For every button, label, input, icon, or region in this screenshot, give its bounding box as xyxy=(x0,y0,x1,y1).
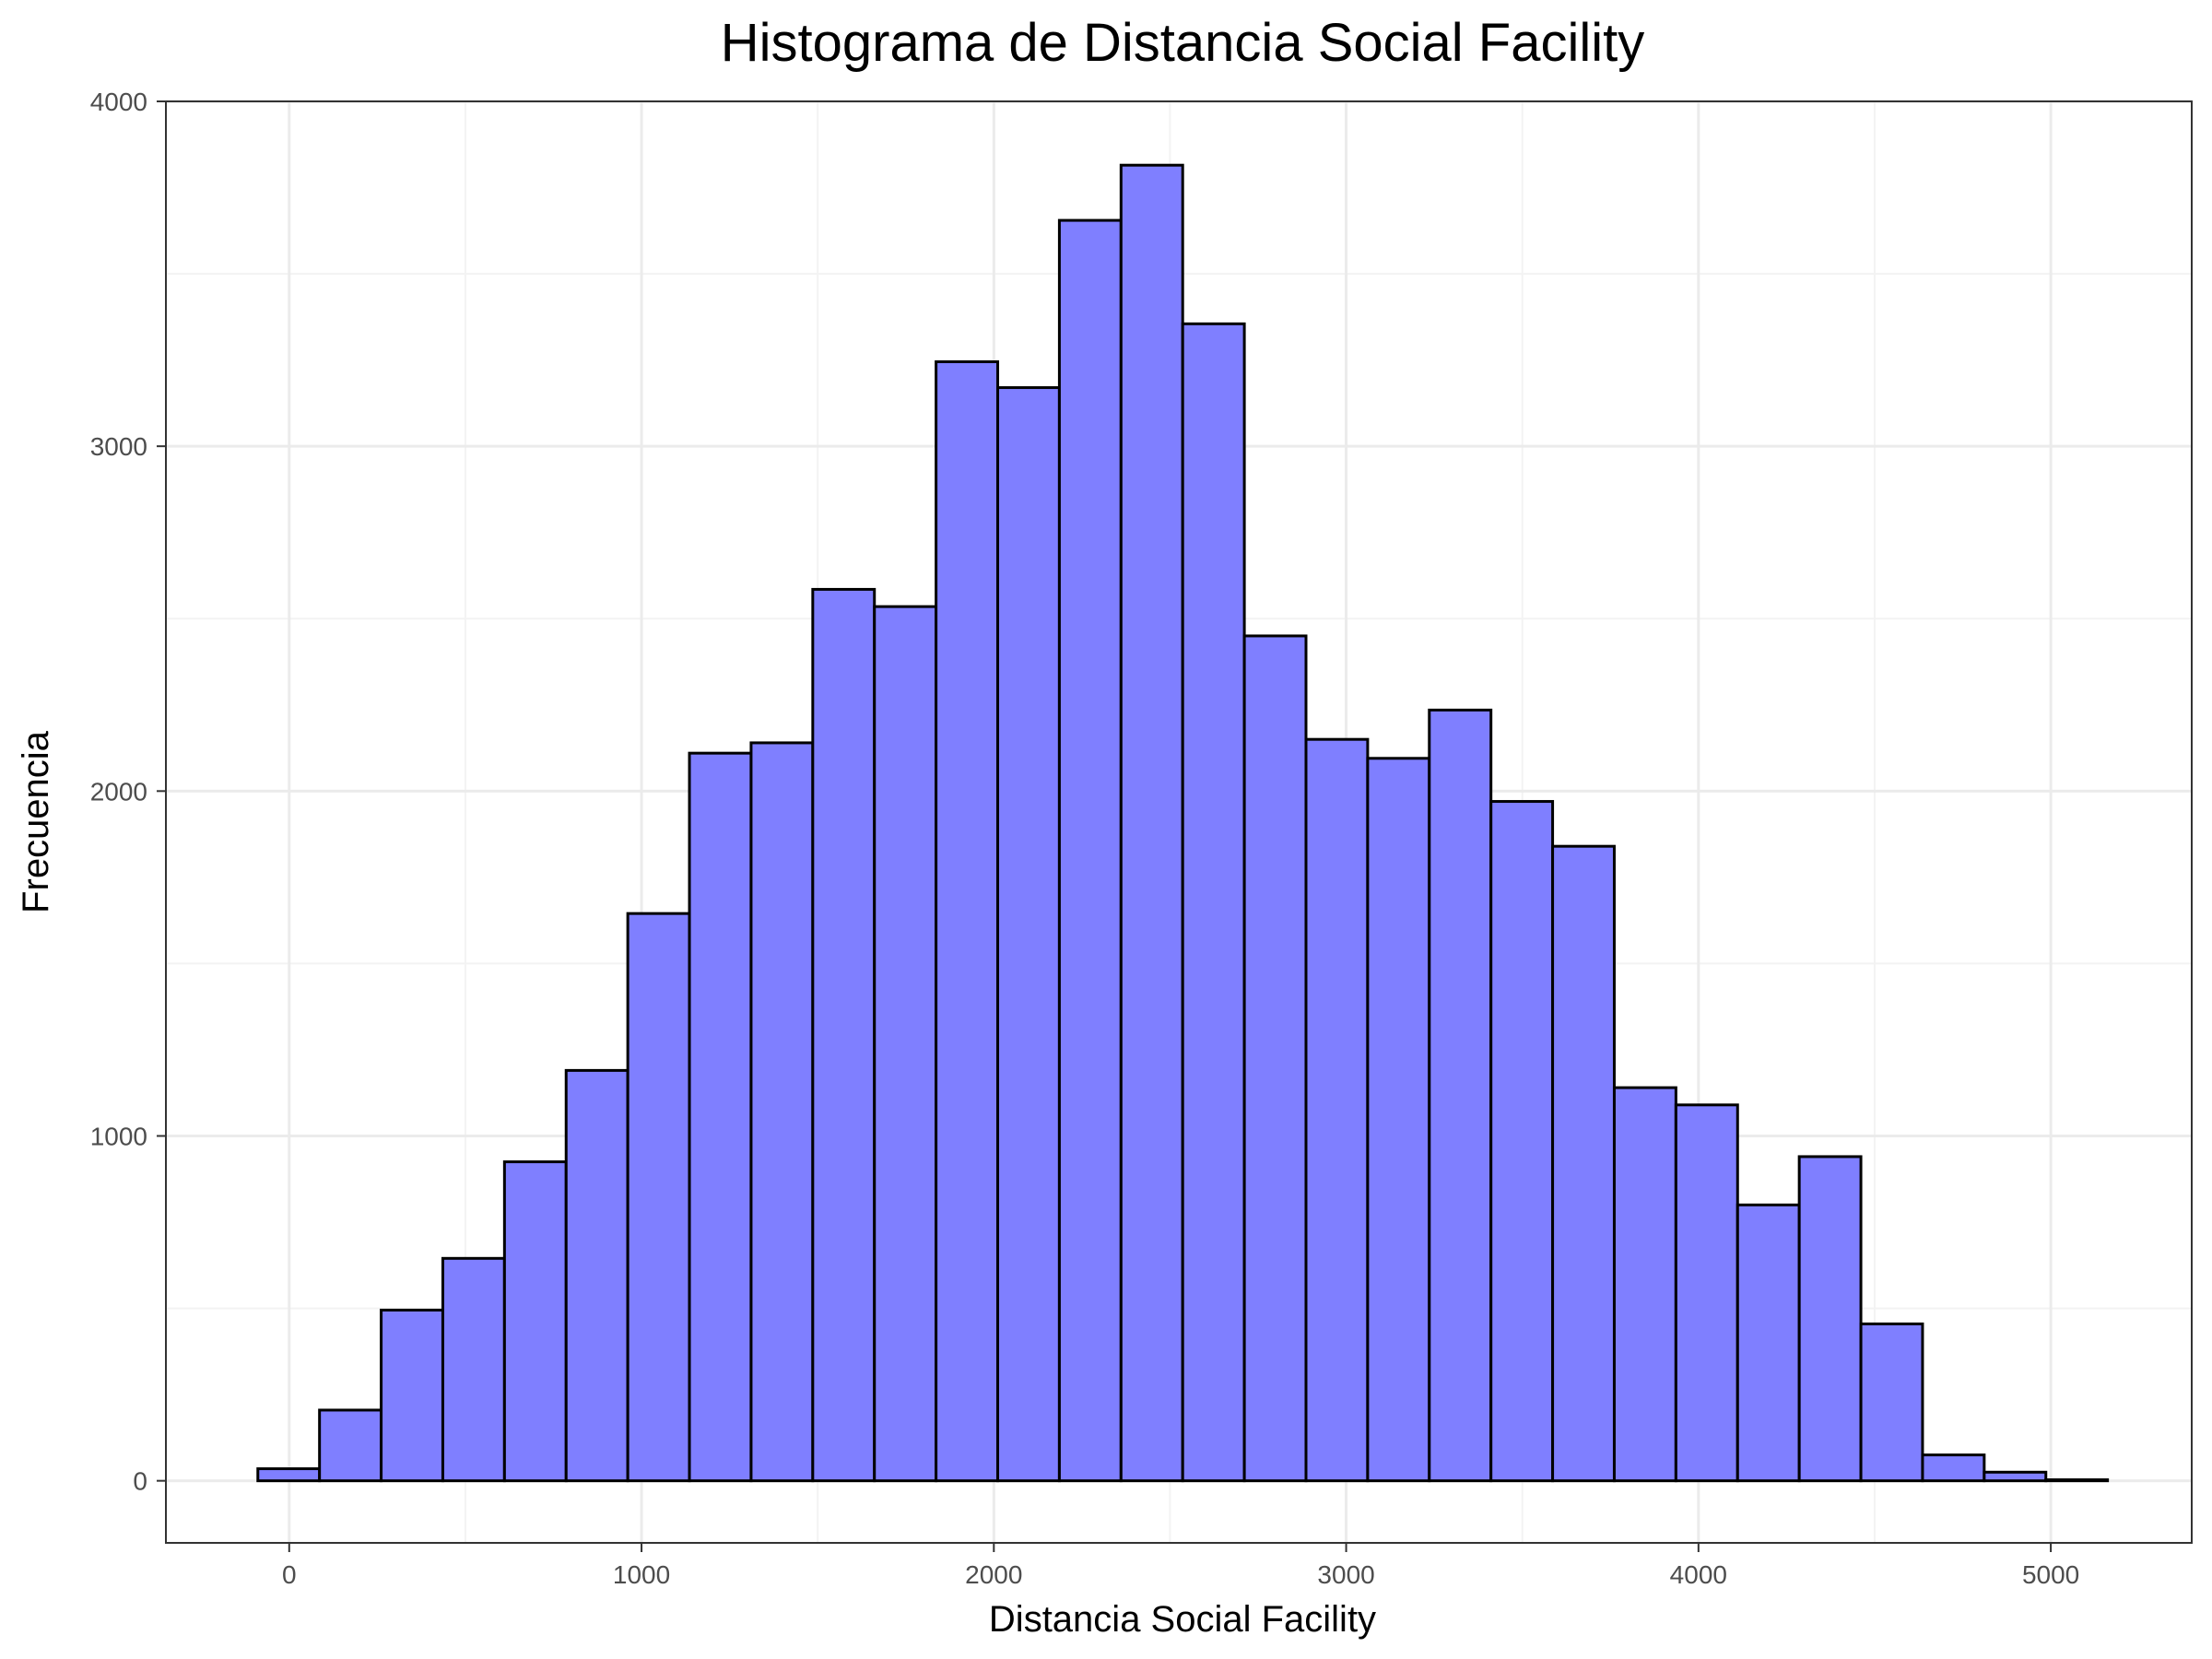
histogram-bar xyxy=(1304,737,1370,1483)
histogram-bar xyxy=(1366,757,1431,1483)
histogram-bar xyxy=(626,912,691,1483)
x-tick-label: 4000 xyxy=(1670,1560,1727,1589)
histogram-bar xyxy=(1612,1086,1677,1483)
y-axis-label: Frecuencia xyxy=(16,730,56,913)
histogram-bar xyxy=(1797,1155,1863,1483)
histogram-bar xyxy=(1428,708,1493,1483)
y-tick-label: 3000 xyxy=(90,432,147,461)
histogram-bar xyxy=(441,1256,506,1483)
x-tick-label: 5000 xyxy=(2022,1560,2079,1589)
histogram-bar xyxy=(1181,322,1246,1483)
y-tick-label: 4000 xyxy=(90,88,147,116)
histogram-bar xyxy=(1859,1322,1924,1483)
histogram-bar xyxy=(1983,1470,2048,1483)
tick-labels: 0 1000 2000 3000 4000 5000 0 1000 2000 3000 4000 xyxy=(90,88,2080,1589)
histogram-bar xyxy=(1551,844,1616,1483)
histogram-bar xyxy=(1921,1453,1986,1483)
histogram-bar xyxy=(935,359,1000,1483)
histogram-bar xyxy=(1674,1103,1739,1483)
y-tick-label: 1000 xyxy=(90,1122,147,1150)
histogram-bar xyxy=(1735,1203,1801,1483)
y-tick-label: 2000 xyxy=(90,777,147,806)
x-tick-label: 3000 xyxy=(1317,1560,1374,1589)
x-tick-label: 0 xyxy=(282,1560,297,1589)
histogram-bar xyxy=(318,1408,383,1483)
histogram-bar xyxy=(811,587,877,1483)
histogram-bar xyxy=(380,1308,444,1483)
histogram-bar xyxy=(1242,634,1308,1483)
panel-border xyxy=(165,100,2193,1544)
histogram-bar xyxy=(564,1068,629,1483)
histogram-bar xyxy=(2044,1478,2110,1483)
axis-ticks xyxy=(157,100,2053,1552)
histogram-bar xyxy=(1489,800,1555,1483)
histogram-bar xyxy=(749,741,815,1483)
histogram-bar xyxy=(502,1160,568,1483)
histogram-bar xyxy=(688,751,753,1483)
x-tick-label: 1000 xyxy=(613,1560,670,1589)
histogram-bar xyxy=(996,386,1061,1483)
histogram-bar xyxy=(256,1467,322,1483)
y-tick-label: 0 xyxy=(133,1467,147,1496)
x-axis-label: Distancia Social Facility xyxy=(989,1599,1376,1640)
histogram-bar xyxy=(1057,218,1123,1483)
bars xyxy=(256,163,2110,1483)
histogram-bar xyxy=(873,605,938,1483)
chart-title: Histograma de Distancia Social Facility xyxy=(721,13,1644,73)
histogram-bar xyxy=(1119,163,1184,1483)
x-tick-label: 2000 xyxy=(965,1560,1022,1589)
